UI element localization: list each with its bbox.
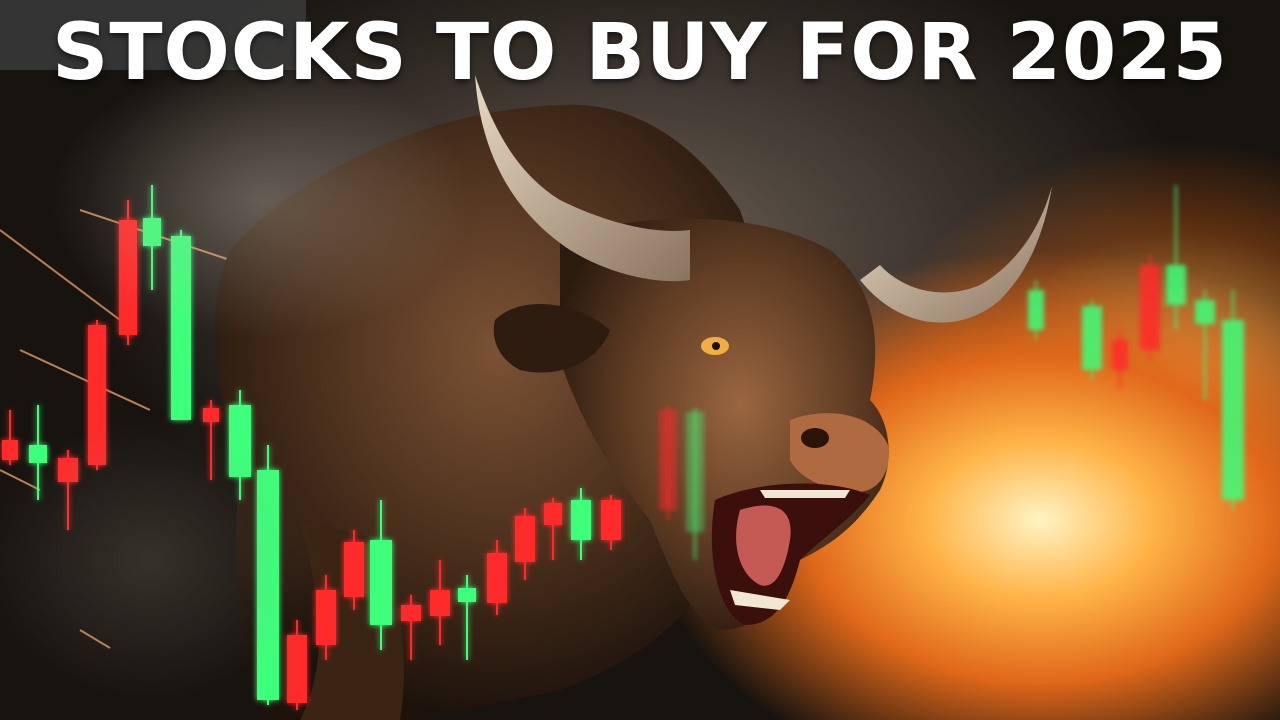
candlesticks-left — [2, 185, 621, 710]
bull-tongue — [736, 505, 791, 586]
bull-ear — [493, 303, 610, 373]
bull-horn-left — [475, 75, 690, 282]
corner-band — [0, 0, 306, 70]
candlesticks-right — [659, 185, 1244, 560]
bull-teeth — [730, 490, 850, 610]
bull-horn-right — [860, 186, 1052, 323]
headline: STOCKS TO BUY FOR 2025 — [52, 8, 1228, 98]
